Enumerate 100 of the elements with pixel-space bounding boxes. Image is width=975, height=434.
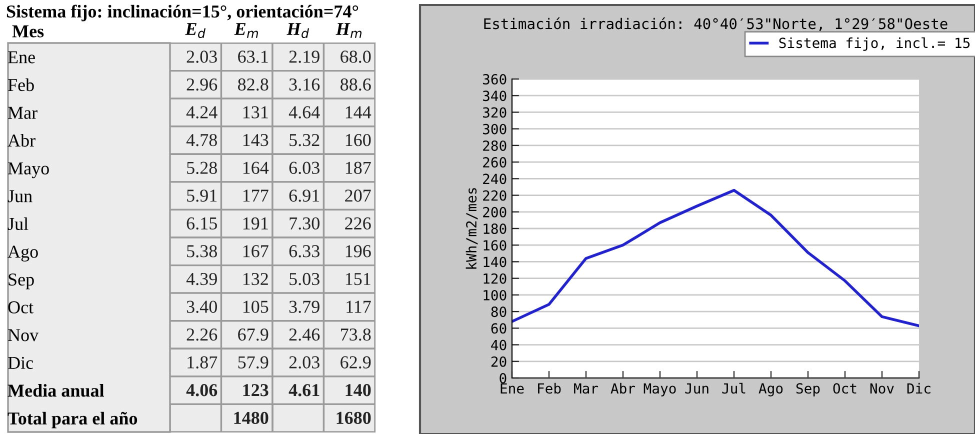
data-label: 2.26 xyxy=(186,328,218,341)
y-tick-label: 100 xyxy=(484,290,506,300)
data-label: 177 xyxy=(243,190,268,202)
data-label: 132 xyxy=(243,272,268,286)
data-label: 2.19 xyxy=(289,50,320,63)
data-label: 1.87 xyxy=(188,356,218,369)
y-tick-label: 300 xyxy=(482,124,506,134)
x-tick-label: Ene xyxy=(500,383,524,394)
data-label: 6.33 xyxy=(289,245,320,258)
y-tick-label: Nov xyxy=(8,329,39,342)
y-tick-label: 80 xyxy=(491,306,506,318)
x-tick-label: E$_{d}$ xyxy=(185,23,206,38)
y-tick-label: 220 xyxy=(483,190,506,201)
y-tick-label: 180 xyxy=(484,224,506,234)
data-label: 191 xyxy=(243,217,268,230)
data-label: 6.91 xyxy=(289,190,320,202)
x-tick-label: Sep xyxy=(796,383,820,396)
y-tick-label: 60 xyxy=(491,323,506,334)
y-axis-title: kWh/m2/mes xyxy=(466,188,478,269)
data-label: 105 xyxy=(243,300,268,313)
data-label: 2.03 xyxy=(186,50,217,63)
data-label: 2.46 xyxy=(289,328,320,341)
data-label: 164 xyxy=(243,162,269,174)
data-label: 187 xyxy=(346,162,371,174)
data-label: 144 xyxy=(346,106,372,118)
x-tick-label: E$_{m}$ xyxy=(234,23,258,38)
y-tick-label: 160 xyxy=(484,240,506,251)
y-tick-label: Mayo xyxy=(8,162,49,178)
y-tick-label: Jul xyxy=(8,217,28,230)
chart-title: Estimación irradiación: 40°40′53"Norte, 1°29′58"Oeste xyxy=(484,17,948,32)
y-tick-label: Total para el año xyxy=(8,412,138,428)
data-label: 7.30 xyxy=(290,217,320,230)
data-label: 82.8 xyxy=(238,78,268,91)
x-tick-label: Jun xyxy=(685,383,708,394)
data-label: 117 xyxy=(346,300,371,313)
y-tick-label: 340 xyxy=(482,90,506,102)
data-label: 140 xyxy=(346,384,371,396)
x-tick-label: Jul xyxy=(722,382,746,394)
data-label: 1680 xyxy=(336,412,371,424)
y-tick-label: Media anual xyxy=(8,384,104,397)
x-tick-label: Dic xyxy=(907,382,930,394)
legend-label: Sistema fijo, incl.= 15 xyxy=(779,37,970,51)
data-label: 4.78 xyxy=(186,134,217,146)
x-tick-label: Feb xyxy=(538,382,561,394)
y-tick-label: 40 xyxy=(491,340,506,350)
y-tick-label: 120 xyxy=(484,273,506,284)
x-tick-label: H$_{d}$ xyxy=(286,23,310,38)
data-label: 2.03 xyxy=(289,356,320,369)
data-label: 3.79 xyxy=(289,300,320,313)
y-tick-label: Oct xyxy=(8,301,34,314)
y-tick-label: 260 xyxy=(483,157,506,168)
x-tick-label: Oct xyxy=(833,383,856,394)
x-tick-label: Abr xyxy=(610,382,636,394)
data-label: 4.61 xyxy=(288,384,320,396)
data-label: 131 xyxy=(243,106,268,118)
data-label: 57.9 xyxy=(238,356,268,369)
data-label: 1480 xyxy=(234,412,268,424)
data-label: 5.03 xyxy=(290,272,320,286)
data-label: 143 xyxy=(243,134,268,146)
data-label: 5.91 xyxy=(187,190,217,202)
y-tick-label: 320 xyxy=(482,107,506,118)
data-label: 3.16 xyxy=(289,78,320,91)
x-tick-label: Nov xyxy=(870,383,894,394)
data-label: 4.24 xyxy=(186,106,218,118)
y-tick-label: Ago xyxy=(8,246,38,262)
data-label: 5.32 xyxy=(290,134,320,146)
data-label: 4.06 xyxy=(186,384,218,396)
data-label: 2.96 xyxy=(186,78,218,91)
y-tick-label: 0 xyxy=(500,373,506,384)
x-tick-label: Mar xyxy=(574,383,598,394)
data-label: 226 xyxy=(345,217,371,230)
y-tick-label: 360 xyxy=(482,74,506,85)
data-label: 6.03 xyxy=(289,162,320,174)
data-label: 4.64 xyxy=(288,106,320,118)
line-series xyxy=(512,188,919,328)
data-label: 6.15 xyxy=(186,217,217,230)
y-tick-label: 240 xyxy=(483,174,506,184)
data-label: 167 xyxy=(243,245,268,258)
x-tick-label: H$_{m}$ xyxy=(336,23,362,38)
data-label: 67.9 xyxy=(238,328,268,341)
data-label: 5.28 xyxy=(187,162,217,174)
data-label: 5.38 xyxy=(187,245,217,258)
data-label: 123 xyxy=(243,384,268,396)
y-tick-label: Abr xyxy=(8,134,36,147)
y-tick-label: 200 xyxy=(483,206,506,218)
data-label: 160 xyxy=(346,134,371,146)
data-label: 63.1 xyxy=(238,50,268,63)
data-label: 207 xyxy=(345,190,371,202)
data-label: 4.39 xyxy=(186,272,217,286)
data-label: 151 xyxy=(346,272,370,286)
y-tick-label: Feb xyxy=(8,78,34,92)
data-label: 73.8 xyxy=(341,328,371,341)
data-label: 62.9 xyxy=(340,356,371,369)
chart-title: Sistema fijo: inclinación=15°, orientación=74° xyxy=(6,4,358,22)
data-label: 3.40 xyxy=(186,300,217,313)
y-tick-label: Dic xyxy=(8,356,34,369)
y-tick-label: Mar xyxy=(8,106,38,119)
x-tick-label: Mayo xyxy=(644,383,676,396)
data-label: 68.0 xyxy=(340,50,371,63)
y-axis-title: Mes xyxy=(12,25,44,38)
